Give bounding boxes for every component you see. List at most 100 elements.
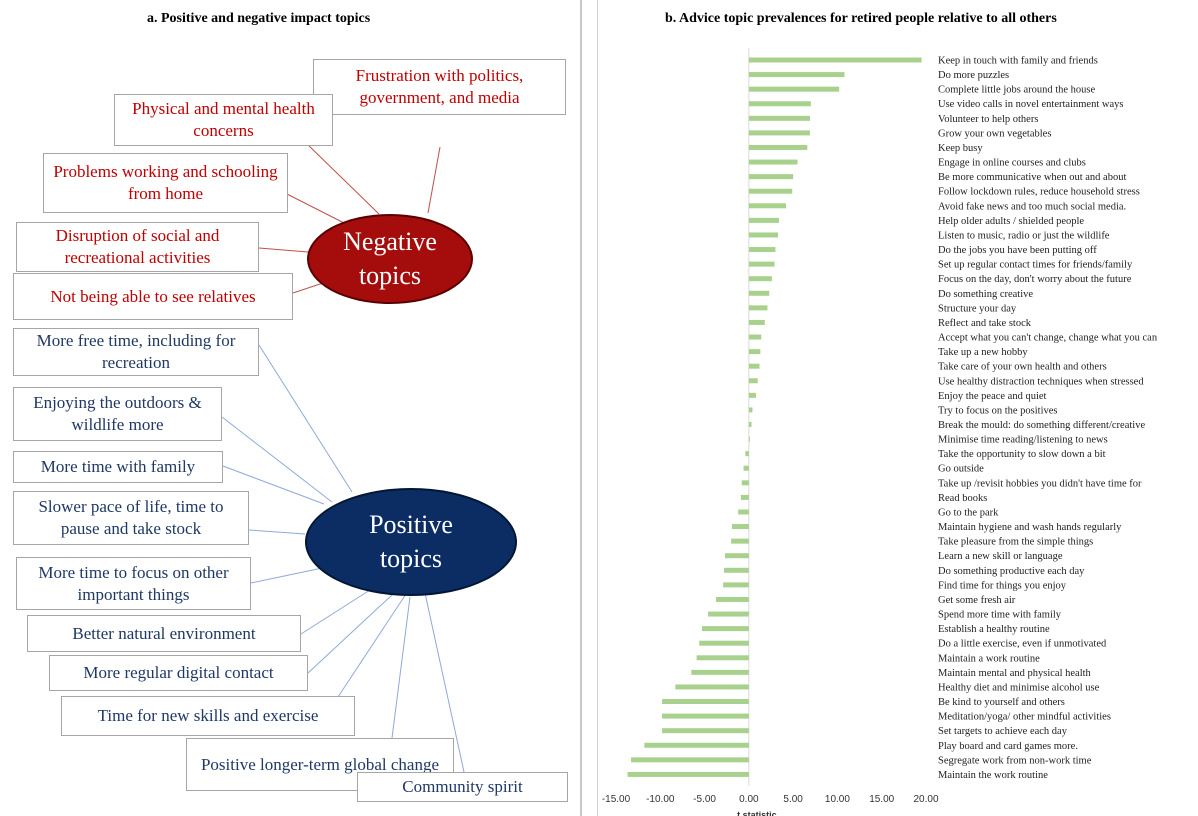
positive-topic-box: Community spirit <box>357 772 568 802</box>
category-label: Play board and card games more. <box>938 741 1078 752</box>
category-label: Take up a new hobby <box>938 347 1028 358</box>
bar <box>748 115 810 121</box>
category-label: Go outside <box>938 464 984 475</box>
category-label: Keep busy <box>938 143 983 154</box>
category-label: Try to focus on the positives <box>938 405 1058 416</box>
positive-topic-box: More regular digital contact <box>49 655 308 691</box>
negative-topic-box: Disruption of social and recreational ac… <box>16 222 259 272</box>
category-label: Avoid fake news and too much social medi… <box>938 201 1126 212</box>
panel-a-title: a. Positive and negative impact topics <box>147 11 371 26</box>
category-label: Enjoy the peace and quiet <box>938 391 1047 402</box>
category-label: Healthy diet and minimise alcohol use <box>938 682 1100 693</box>
positive-topic-box: More free time, including for recreation <box>13 328 259 376</box>
category-label: Find time for things you enjoy <box>938 580 1067 591</box>
category-label: Do more puzzles <box>938 70 1009 81</box>
category-label: Maintain hygiene and wash hands regularl… <box>938 522 1122 533</box>
positive-topic-box: Slower pace of life, time to pause and t… <box>13 491 249 545</box>
category-label: Take care of your own health and others <box>938 362 1107 373</box>
positive-topic-label: Enjoying the outdoors & wildlife more <box>33 393 202 434</box>
positive-connector-line <box>258 344 353 493</box>
bar <box>662 728 749 734</box>
category-label: Follow lockdown rules, reduce household … <box>938 187 1140 198</box>
bar <box>708 611 749 617</box>
category-label: Do something productive each day <box>938 566 1085 577</box>
negative-topic-label: Problems working and schooling from home <box>53 162 278 203</box>
category-label: Take pleasure from the simple things <box>938 537 1093 548</box>
bar <box>748 261 775 267</box>
bar <box>743 465 749 471</box>
negative-topics-node: Negative topics <box>307 214 473 304</box>
positive-topic-box: Positive longer-term global change <box>186 738 454 791</box>
bar <box>716 596 749 602</box>
bar <box>738 509 749 515</box>
category-label: Use healthy distraction techniques when … <box>938 376 1144 387</box>
bar <box>627 771 749 777</box>
bar <box>699 640 749 646</box>
category-label: Accept what you can't change, change wha… <box>938 333 1158 344</box>
bar <box>740 494 749 500</box>
positive-topic-label: Slower pace of life, time to pause and t… <box>38 497 224 538</box>
category-label: Volunteer to help others <box>938 114 1038 125</box>
category-label: Establish a healthy routine <box>938 624 1050 635</box>
x-tick-label: 5.00 <box>783 794 803 805</box>
bar <box>748 422 752 427</box>
category-label: Get some fresh air <box>938 595 1016 606</box>
bar <box>748 232 779 238</box>
category-label: Engage in online courses and clubs <box>938 158 1086 169</box>
category-label: Minimise time reading/listening to news <box>938 435 1108 446</box>
bar <box>745 451 749 457</box>
x-axis-label: t statistic <box>737 810 777 816</box>
bar <box>748 349 761 355</box>
category-label: Do something creative <box>938 289 1033 300</box>
negative-topic-label: Not being able to see relatives <box>50 286 256 306</box>
bar <box>748 144 808 150</box>
bar <box>748 378 758 384</box>
positive-connector-line <box>300 589 371 635</box>
positive-connector-line <box>248 529 306 535</box>
x-tick-label: 0.00 <box>739 794 759 805</box>
category-label: Take the opportunity to slow down a bit <box>938 449 1106 460</box>
bar <box>748 407 753 413</box>
x-tick-label: 20.00 <box>913 794 938 805</box>
bar <box>748 86 840 92</box>
category-label: Complete little jobs around the house <box>938 85 1096 96</box>
positive-topic-label: Positive longer-term global change <box>200 754 440 774</box>
x-tick-label: -15.00 <box>602 794 631 805</box>
category-label: Read books <box>938 493 987 504</box>
category-label: Maintain the work routine <box>938 770 1048 781</box>
positive-topics-node: Positive topics <box>305 488 517 596</box>
bar <box>724 553 749 559</box>
panel-b-frame <box>597 0 1198 816</box>
bar <box>662 713 749 719</box>
positive-topic-label: More time to focus on other important th… <box>38 562 229 604</box>
bar <box>748 392 756 398</box>
negative-topics-label: Negative topics <box>343 227 437 290</box>
x-tick-label: -10.00 <box>646 794 675 805</box>
panel-divider <box>580 0 582 816</box>
positive-topic-box: Enjoying the outdoors & wildlife more <box>13 387 222 441</box>
negative-topic-box: Frustration with politics, government, a… <box>313 59 566 115</box>
positive-topic-box: Time for new skills and exercise <box>61 696 355 736</box>
negative-topic-label: Physical and mental health concerns <box>132 99 315 140</box>
positive-connector-line <box>335 593 407 701</box>
bar <box>748 72 845 78</box>
positive-topic-label: More time with family <box>40 457 196 476</box>
negative-connector-line <box>427 146 441 214</box>
bar <box>701 626 749 632</box>
category-label: Go to the park <box>938 507 999 518</box>
positive-connector-line <box>424 592 465 773</box>
bar <box>631 757 749 763</box>
bar <box>741 480 749 486</box>
category-label: Do a little exercise, even if unmotivate… <box>938 639 1107 650</box>
category-label: Break the mould: do something different/… <box>938 420 1145 431</box>
category-label: Maintain mental and physical health <box>938 668 1092 679</box>
x-tick-label: 15.00 <box>869 794 894 805</box>
category-label: Use video calls in novel entertainment w… <box>938 99 1123 110</box>
bar <box>748 188 793 194</box>
positive-topic-label: Better natural environment <box>72 623 256 643</box>
category-label: Reflect and take stock <box>938 318 1032 329</box>
chart-title: b. Advice topic prevalences for retired … <box>665 11 1057 26</box>
category-label: Meditation/yoga/ other mindful activitie… <box>938 712 1111 723</box>
category-label: Segregate work from non-work time <box>938 755 1092 766</box>
bar <box>723 582 749 588</box>
